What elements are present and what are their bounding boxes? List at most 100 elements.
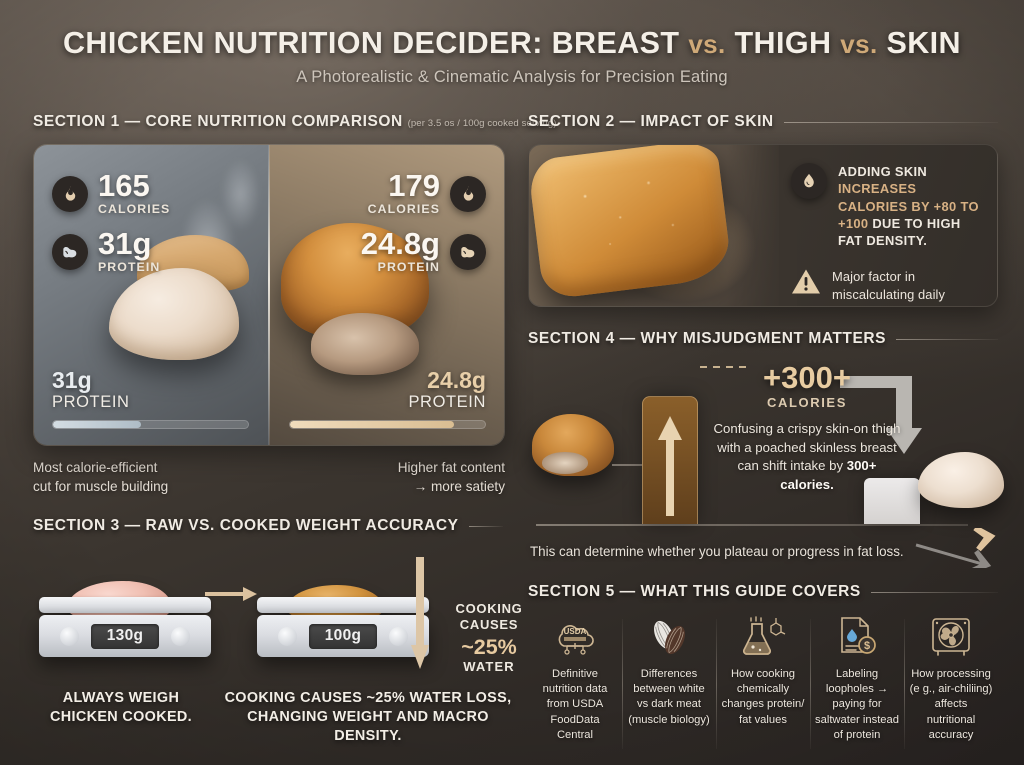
section-1-core-nutrition: SECTION 1 — CORE NUTRITION COMPARISON (p… [33, 113, 556, 497]
section-4-text-block: +300+ CALORIES Confusing a crispy skin-o… [710, 362, 904, 495]
skin-calorie-line: ADDING SKIN INCREASES CALORIES BY +80 TO… [791, 163, 981, 249]
section-3-rule [468, 525, 503, 527]
crispy-skin-photo [529, 145, 797, 306]
muscle-fiber-icon [645, 613, 693, 661]
calorie-delta-label: CALORIES [767, 395, 847, 410]
thigh-protein-summary-value: 24.8g [427, 367, 486, 393]
water-loss-line-4: WATER [463, 659, 515, 675]
thigh-calories-stat: 179 CALORIES [367, 170, 486, 217]
breast-protein-summary-value: 31g [52, 367, 92, 393]
guide-card-labeling[interactable]: $ Labeling loopholes → paying for saltwa… [810, 613, 904, 755]
title-vs-2: vs. [840, 29, 878, 59]
thigh-protein-stat: 24.8g PROTEIN [360, 226, 486, 275]
down-arrow-icon [840, 376, 922, 454]
guide-card-processing[interactable]: How processing (e g., air-chiliing) affe… [904, 613, 998, 755]
section-3-caption-left: ALWAYS WEIGH CHICKEN COOKED. [50, 690, 192, 726]
thigh-protein-value: 24.8g [360, 226, 440, 261]
breast-caption: Most calorie-efficient cut for muscle bu… [33, 460, 169, 495]
scale-base: 100g [257, 615, 429, 657]
scale-button-right[interactable] [171, 626, 190, 646]
section-4-body-emphasis: 300+ calories. [780, 458, 877, 493]
right-arrow-icon [205, 587, 257, 601]
section-4-chart: +300+ CALORIES Confusing a crispy skin-o… [528, 362, 1004, 532]
section-2-header: SECTION 2 — IMPACT OF SKIN [528, 113, 998, 131]
section-4-why-misjudgment-matters: SECTION 4 — WHY MISJUDGMENT MATTERS +300… [528, 330, 1004, 572]
title-block: CHICKEN NUTRITION DECIDER: BREAST vs. TH… [0, 26, 1024, 87]
title-vs-1: vs. [688, 29, 726, 59]
skin-text-block: ADDING SKIN INCREASES CALORIES BY +80 TO… [791, 163, 981, 306]
usda-cloud-icon: USDA [552, 613, 598, 661]
water-loss-line-2: CAUSES [459, 617, 519, 633]
breast-protein-summary-label: PROTEIN [52, 393, 130, 411]
breast-calories-label: CALORIES [98, 202, 171, 217]
fat-droplet-icon [791, 163, 827, 199]
flask-icon [739, 613, 787, 661]
page-title: CHICKEN NUTRITION DECIDER: BREAST vs. TH… [0, 26, 1024, 61]
section-4-footer: This can determine whether you plateau o… [528, 528, 998, 572]
skin-warning-line: Major factor in miscalculating daily cal… [791, 268, 981, 306]
title-part-1: CHICKEN NUTRITION DECIDER: BREAST [63, 26, 689, 60]
section-4-rule [895, 338, 998, 340]
section-5-header: SECTION 5 — WHAT THIS GUIDE COVERS [528, 583, 998, 601]
guide-cards: USDA Definitive nutrition data from USDA… [528, 613, 998, 755]
fan-icon [928, 613, 974, 661]
guide-card-text: How processing (e g., air-chiliing) affe… [909, 668, 993, 741]
title-part-3: SKIN [877, 26, 961, 60]
scale-base: 130g [39, 615, 211, 657]
section-3-stage: 130g 100g COOKING CA [33, 545, 522, 685]
low-calorie-bar [864, 478, 920, 524]
label-dollar-icon: $ [834, 613, 880, 661]
section-5-rule [870, 591, 998, 593]
guide-card-text: How cooking chemically changes protein/ … [721, 668, 805, 726]
guide-card-text: Labeling loopholes → paying for saltwate… [815, 668, 899, 741]
breast-protein-value: 31g [98, 226, 152, 261]
flame-icon [52, 175, 88, 212]
chart-baseline [536, 524, 968, 526]
breast-chart-image [918, 452, 1004, 508]
breast-protein-bar-fill [53, 421, 141, 428]
skin-text-b: DUE TO HIGH FAT DENSITY. [838, 215, 961, 249]
guide-card-usda[interactable]: USDA Definitive nutrition data from USDA… [528, 613, 622, 755]
water-loss-line-1: COOKING [455, 601, 523, 616]
section-1-title: SECTION 1 — CORE NUTRITION COMPARISON (p… [33, 113, 557, 131]
breast-calories-value: 165 [98, 168, 150, 203]
guide-card-muscle-biology[interactable]: Differences between white vs dark meat (… [622, 613, 716, 755]
section-3-raw-vs-cooked: SECTION 3 — RAW VS. COOKED WEIGHT ACCURA… [33, 517, 522, 744]
guide-card-cooking-chemistry[interactable]: How cooking chemically changes protein/ … [716, 613, 810, 755]
thigh-protein-summary: 24.8g PROTEIN [288, 367, 486, 429]
thigh-protein-bar-fill [289, 421, 454, 428]
scale-display-cooked: 100g [309, 623, 377, 649]
breast-protein-summary: 31g PROTEIN [52, 367, 250, 429]
dashed-connector [700, 366, 746, 368]
thigh-dark-meat [311, 313, 420, 375]
section-3-captions: ALWAYS WEIGH CHICKEN COOKED. COOKING CAU… [33, 689, 511, 744]
guide-card-text: Definitive nutrition data from USDA Food… [542, 668, 608, 741]
scale-plate [39, 597, 211, 613]
scale-button-left[interactable] [278, 626, 297, 646]
comparison-card: 165 CALORIES 31g PROTEIN 179 [33, 144, 505, 446]
thigh-protein-label: PROTEIN [377, 260, 440, 275]
section-4-header: SECTION 4 — WHY MISJUDGMENT MATTERS [528, 330, 998, 348]
skin-text-highlight: INCREASES CALORIES BY +80 TO +100 [838, 181, 979, 231]
section-2-rule [783, 121, 998, 123]
skin-card: ADDING SKIN INCREASES CALORIES BY +80 TO… [528, 144, 998, 307]
scale-button-right[interactable] [389, 626, 408, 646]
section-3-header: SECTION 3 — RAW VS. COOKED WEIGHT ACCURA… [33, 517, 503, 535]
thigh-chart-image [532, 414, 614, 476]
down-arrow-icon [411, 557, 429, 669]
thigh-calories-label: CALORIES [367, 202, 440, 217]
guide-card-text: Differences between white vs dark meat (… [628, 668, 710, 726]
section-1-header: SECTION 1 — CORE NUTRITION COMPARISON (p… [33, 113, 556, 131]
skin-flap-shape [529, 145, 733, 301]
water-loss-note: COOKING CAUSES ~25% WATER [441, 601, 537, 674]
scale-button-left[interactable] [60, 626, 79, 646]
up-arrow-icon [658, 416, 682, 516]
water-loss-percent: ~25% [461, 635, 517, 660]
section-1-captions: Most calorie-efficient cut for muscle bu… [33, 458, 505, 497]
kitchen-scale-cooked: 100g [257, 597, 429, 657]
thigh-connector-line [612, 464, 644, 466]
thigh-caption: Higher fat content → more satiety [397, 460, 505, 495]
section-2-impact-of-skin: SECTION 2 — IMPACT OF SKIN ADDING SKIN I… [528, 113, 998, 307]
page-subtitle: A Photorealistic & Cinematic Analysis fo… [296, 68, 728, 86]
